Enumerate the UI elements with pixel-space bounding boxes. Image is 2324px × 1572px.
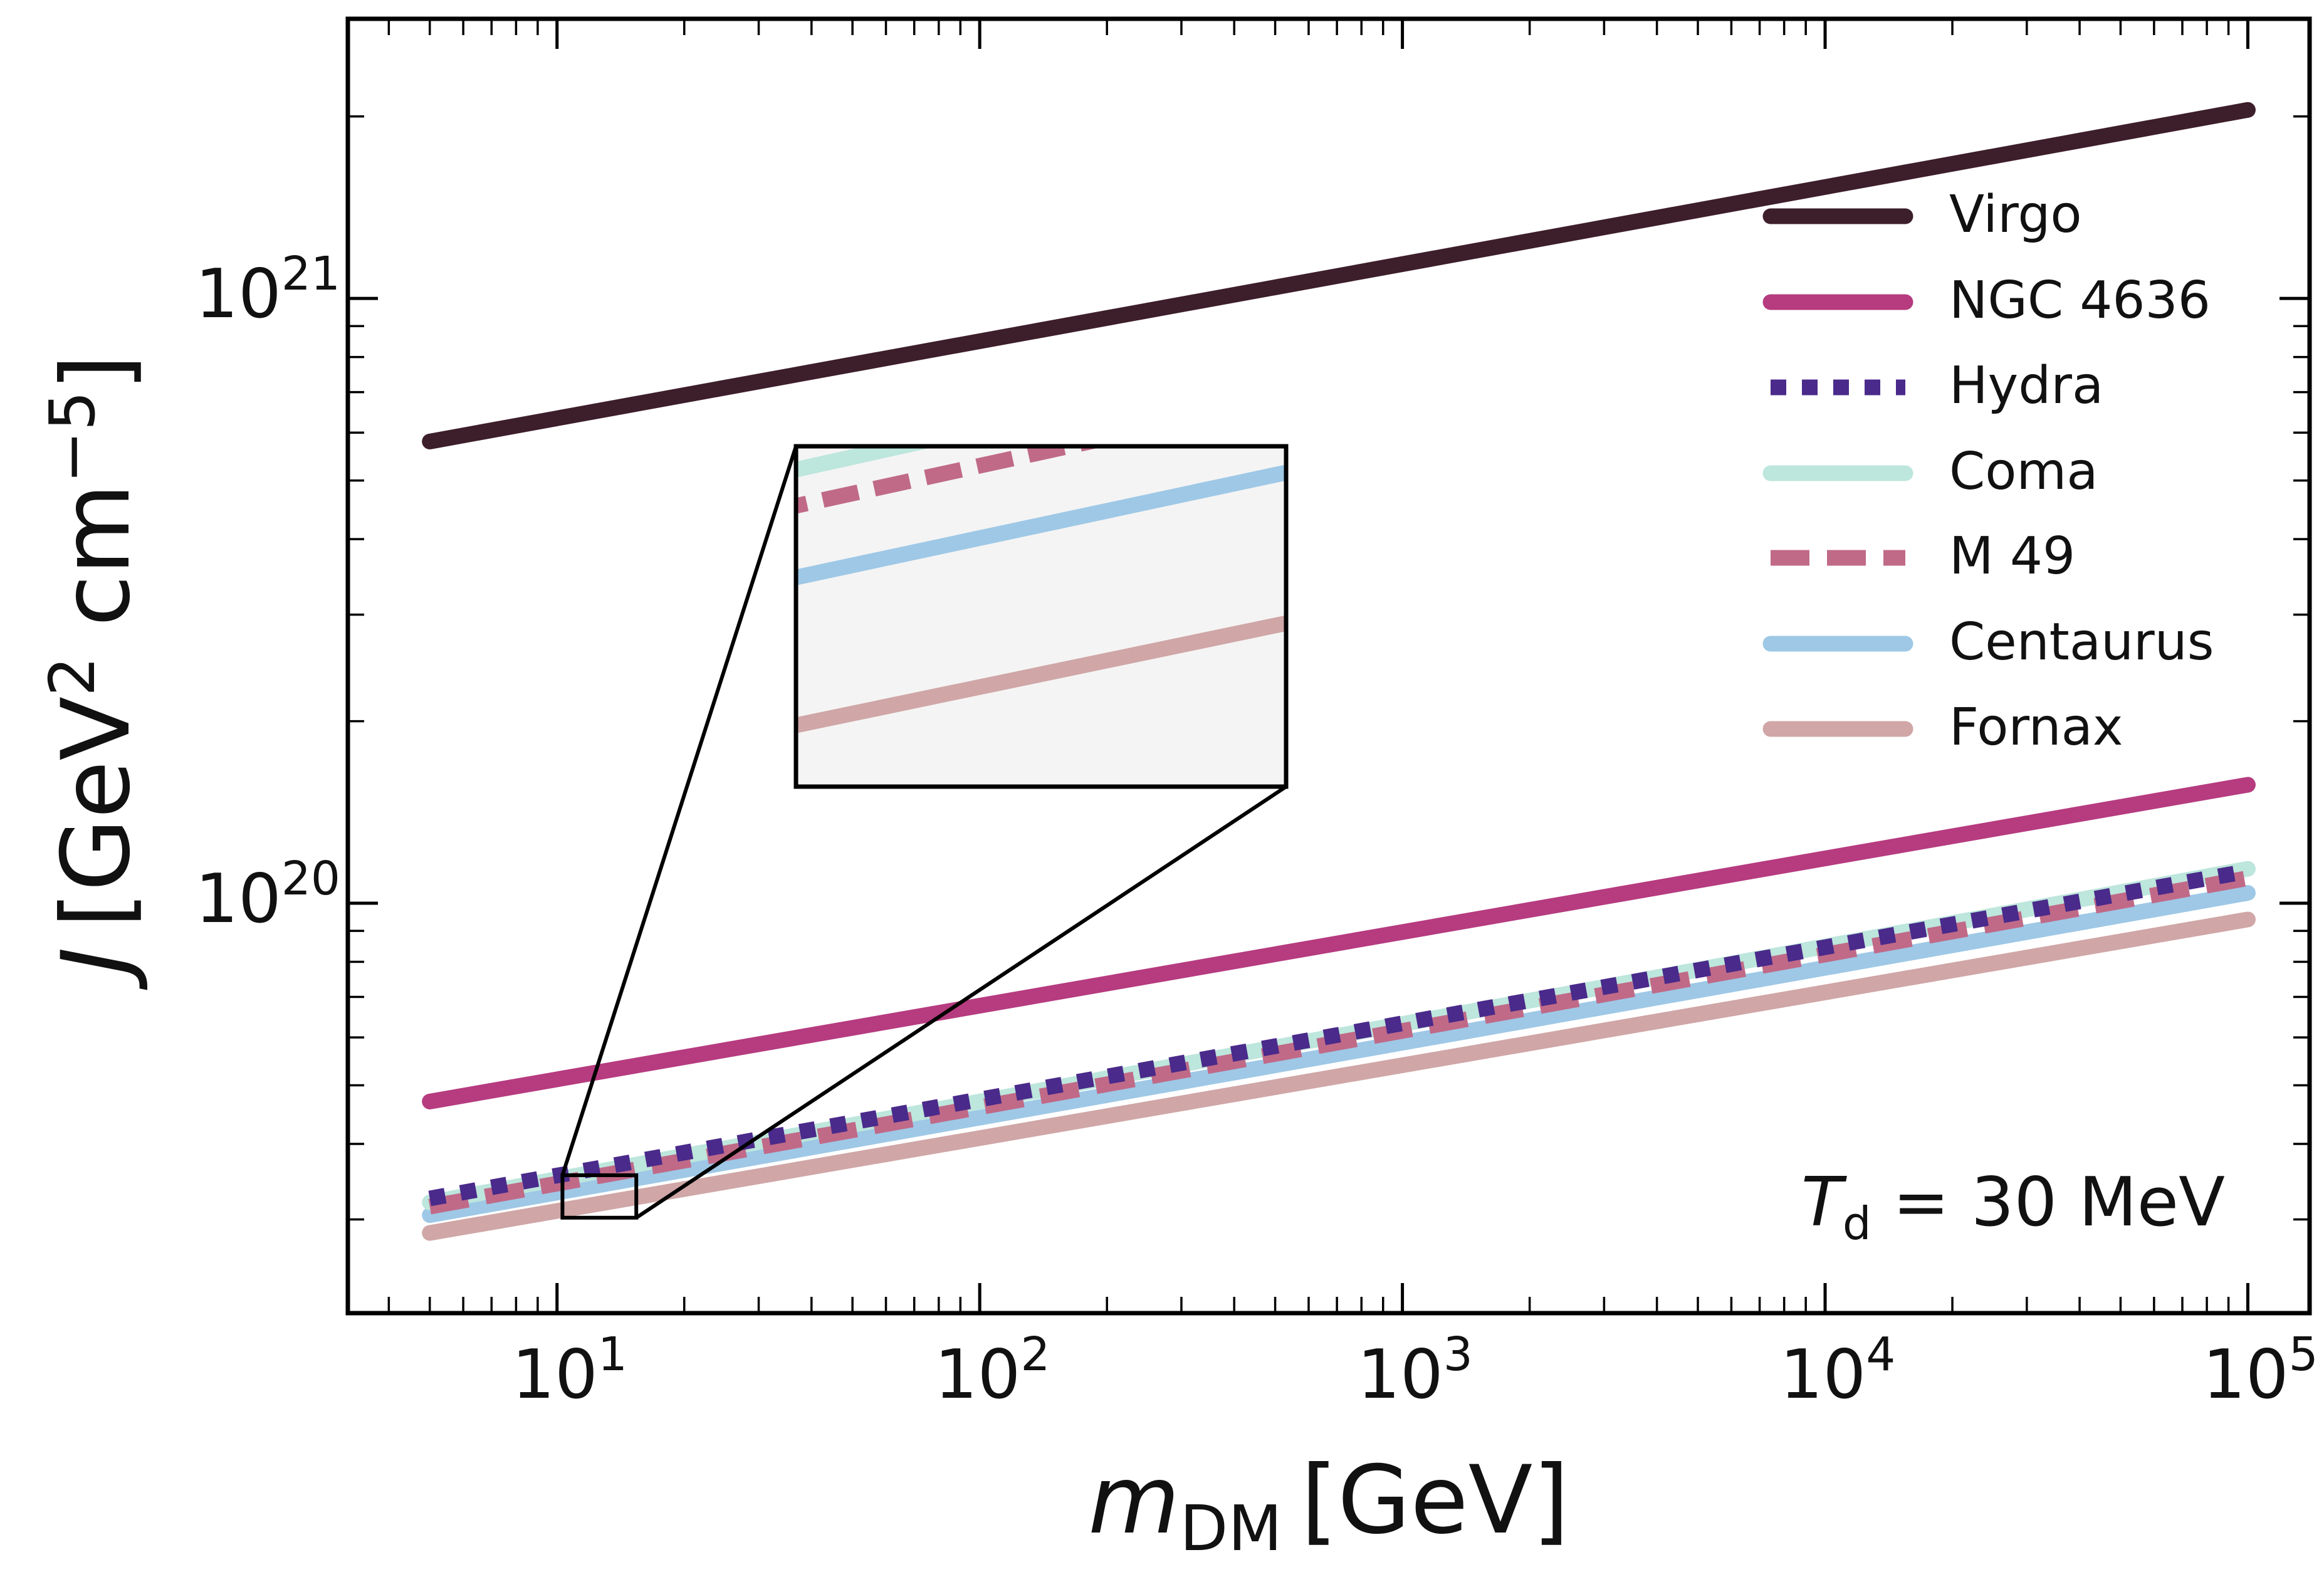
zoom-indicator bbox=[560, 446, 1287, 1220]
legend-label-hydra: Hydra bbox=[1949, 356, 2103, 416]
series-line-ngc-4636 bbox=[422, 777, 2256, 1109]
ticks-layer bbox=[348, 19, 2310, 1313]
y-tick-labels: 1020 1021 bbox=[195, 247, 340, 938]
series-line-hydra bbox=[428, 863, 2249, 1207]
legend-label-m-49: M 49 bbox=[1949, 527, 2075, 586]
y-tick-label: 1020 bbox=[195, 852, 340, 938]
x-tick-labels: 101 102 103 104 105 bbox=[511, 1328, 2318, 1414]
series-line-fornax bbox=[422, 911, 2256, 1241]
inset-connector-bottom bbox=[635, 785, 1287, 1220]
inset-series-line-centaurus bbox=[796, 464, 1286, 585]
x-tick-label: 103 bbox=[1357, 1328, 1473, 1414]
inset-series-line-hydra bbox=[796, 446, 807, 449]
x-tick-label: 102 bbox=[934, 1328, 1050, 1414]
legend: Virgo NGC 4636 Hydra Coma M 49 Centaurus… bbox=[1762, 185, 2214, 757]
x-tick-label: 105 bbox=[2202, 1328, 2318, 1414]
y-axis-label: J[GeV2 cm−5] bbox=[36, 354, 151, 990]
legend-label-coma: Coma bbox=[1949, 442, 2098, 501]
series-line-virgo bbox=[422, 102, 2256, 449]
inset-series-layer bbox=[796, 446, 1286, 733]
legend-label-virgo: Virgo bbox=[1949, 185, 2082, 244]
legend-label-ngc-4636: NGC 4636 bbox=[1949, 271, 2211, 330]
y-tick-label: 1021 bbox=[195, 247, 340, 333]
legend-label-fornax: Fornax bbox=[1949, 698, 2123, 757]
inset-plot bbox=[793, 444, 1289, 789]
series-line-centaurus bbox=[422, 885, 2256, 1224]
x-tick-label: 104 bbox=[1780, 1328, 1896, 1414]
temperature-annotation: Td = 30 MeV bbox=[1801, 1163, 2225, 1250]
plot-frame bbox=[345, 16, 2312, 1316]
inset-series-line-m-49 bbox=[796, 446, 1106, 514]
inset-background bbox=[796, 446, 1286, 787]
x-tick-label: 101 bbox=[511, 1328, 627, 1414]
inset-series-line-fornax bbox=[796, 615, 1286, 733]
legend-label-centaurus: Centaurus bbox=[1949, 612, 2214, 672]
inset-series-line-coma bbox=[796, 446, 938, 478]
inset-frame bbox=[793, 444, 1289, 789]
zoom-region-box bbox=[560, 1173, 639, 1220]
x-axis-label: mDM [GeV] bbox=[1088, 1446, 1569, 1565]
inset-connector-top bbox=[560, 446, 798, 1176]
